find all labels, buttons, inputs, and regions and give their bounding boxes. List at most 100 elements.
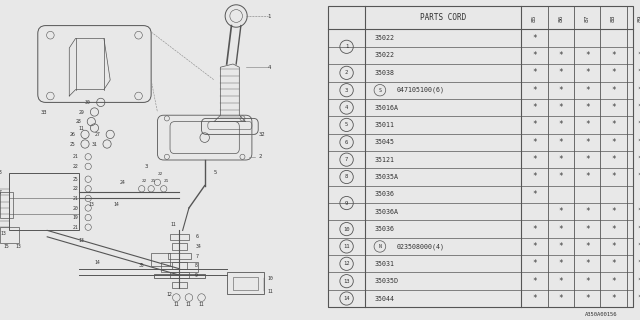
Text: 4: 4 [345,105,348,110]
Text: 35: 35 [138,263,144,268]
Bar [227,272,264,294]
Text: 34: 34 [195,244,201,249]
Bar [172,243,188,250]
Text: *: * [559,294,563,303]
Text: *: * [585,120,589,129]
Text: *: * [559,103,563,112]
Bar [233,277,258,290]
Text: 13: 13 [16,244,22,249]
Text: *: * [532,34,537,43]
Text: *: * [559,259,563,268]
Text: 35038: 35038 [375,70,395,76]
Text: 20: 20 [72,205,78,211]
Text: 14: 14 [95,260,100,265]
Text: *: * [637,259,640,268]
Text: *: * [611,277,616,286]
Text: *: * [637,242,640,251]
Text: 18: 18 [0,170,3,175]
Text: *: * [532,277,537,286]
Bar [0,192,13,218]
Text: 11: 11 [268,289,273,294]
Bar [170,272,189,278]
Text: *: * [585,207,589,216]
Text: 21: 21 [164,179,169,183]
Text: 30: 30 [85,100,91,105]
Text: 35036: 35036 [375,191,395,197]
Text: 35031: 35031 [375,261,395,267]
Text: *: * [637,138,640,147]
Text: 87: 87 [585,14,589,22]
Text: 11: 11 [343,244,350,249]
Text: *: * [637,51,640,60]
Text: *: * [532,190,537,199]
Text: *: * [611,68,616,77]
Text: *: * [559,155,563,164]
Text: 22: 22 [157,172,163,176]
Text: 88: 88 [611,14,616,22]
Text: 35045: 35045 [375,139,395,145]
Text: 10: 10 [343,227,350,232]
Text: 9: 9 [195,273,198,278]
Text: 1: 1 [345,44,348,49]
Text: 35011: 35011 [375,122,395,128]
Bar [0,227,19,243]
Text: 28: 28 [76,119,81,124]
Text: *: * [585,51,589,60]
Text: 35044: 35044 [375,296,395,301]
Text: 6: 6 [195,234,198,239]
Text: *: * [637,207,640,216]
Text: *: * [559,86,563,95]
Text: *: * [532,68,537,77]
Text: 89: 89 [637,14,640,22]
Text: 14: 14 [343,296,350,301]
Text: S: S [378,88,381,93]
Text: 8: 8 [195,263,198,268]
Bar [172,262,188,269]
Text: 22: 22 [141,179,147,183]
Text: *: * [637,120,640,129]
Text: *: * [637,103,640,112]
Text: 19: 19 [72,215,78,220]
Text: *: * [637,172,640,181]
Text: 023508000(4): 023508000(4) [396,243,444,250]
Text: 4: 4 [268,65,271,70]
Text: *: * [611,207,616,216]
Text: 35016A: 35016A [375,105,399,110]
Text: 047105100(6): 047105100(6) [396,87,444,93]
Text: *: * [611,259,616,268]
Text: *: * [585,68,589,77]
Text: 85: 85 [532,14,537,22]
Text: *: * [585,225,589,234]
Text: 26: 26 [69,132,75,137]
Text: 35035D: 35035D [375,278,399,284]
Text: 21: 21 [72,225,78,230]
Text: 11: 11 [79,125,84,131]
Text: 3: 3 [345,88,348,93]
Text: 35035A: 35035A [375,174,399,180]
Text: *: * [637,225,640,234]
Text: *: * [611,86,616,95]
Text: 29: 29 [79,109,84,115]
Text: 15: 15 [3,244,9,249]
Text: 11: 11 [170,221,176,227]
Text: *: * [637,155,640,164]
Text: *: * [637,294,640,303]
Text: *: * [559,207,563,216]
Text: *: * [611,155,616,164]
Text: *: * [559,225,563,234]
Text: 2: 2 [345,70,348,75]
Bar [168,253,191,259]
Text: *: * [559,277,563,286]
Text: 35121: 35121 [375,156,395,163]
Text: *: * [559,242,563,251]
Text: *: * [532,155,537,164]
Text: 86: 86 [558,14,563,22]
Text: 1: 1 [268,13,271,19]
Text: 21: 21 [151,179,156,183]
Text: *: * [585,259,589,268]
Text: 22: 22 [72,164,78,169]
Text: 12: 12 [167,292,173,297]
Text: *: * [532,259,537,268]
Text: 35022: 35022 [375,52,395,59]
Text: *: * [611,225,616,234]
